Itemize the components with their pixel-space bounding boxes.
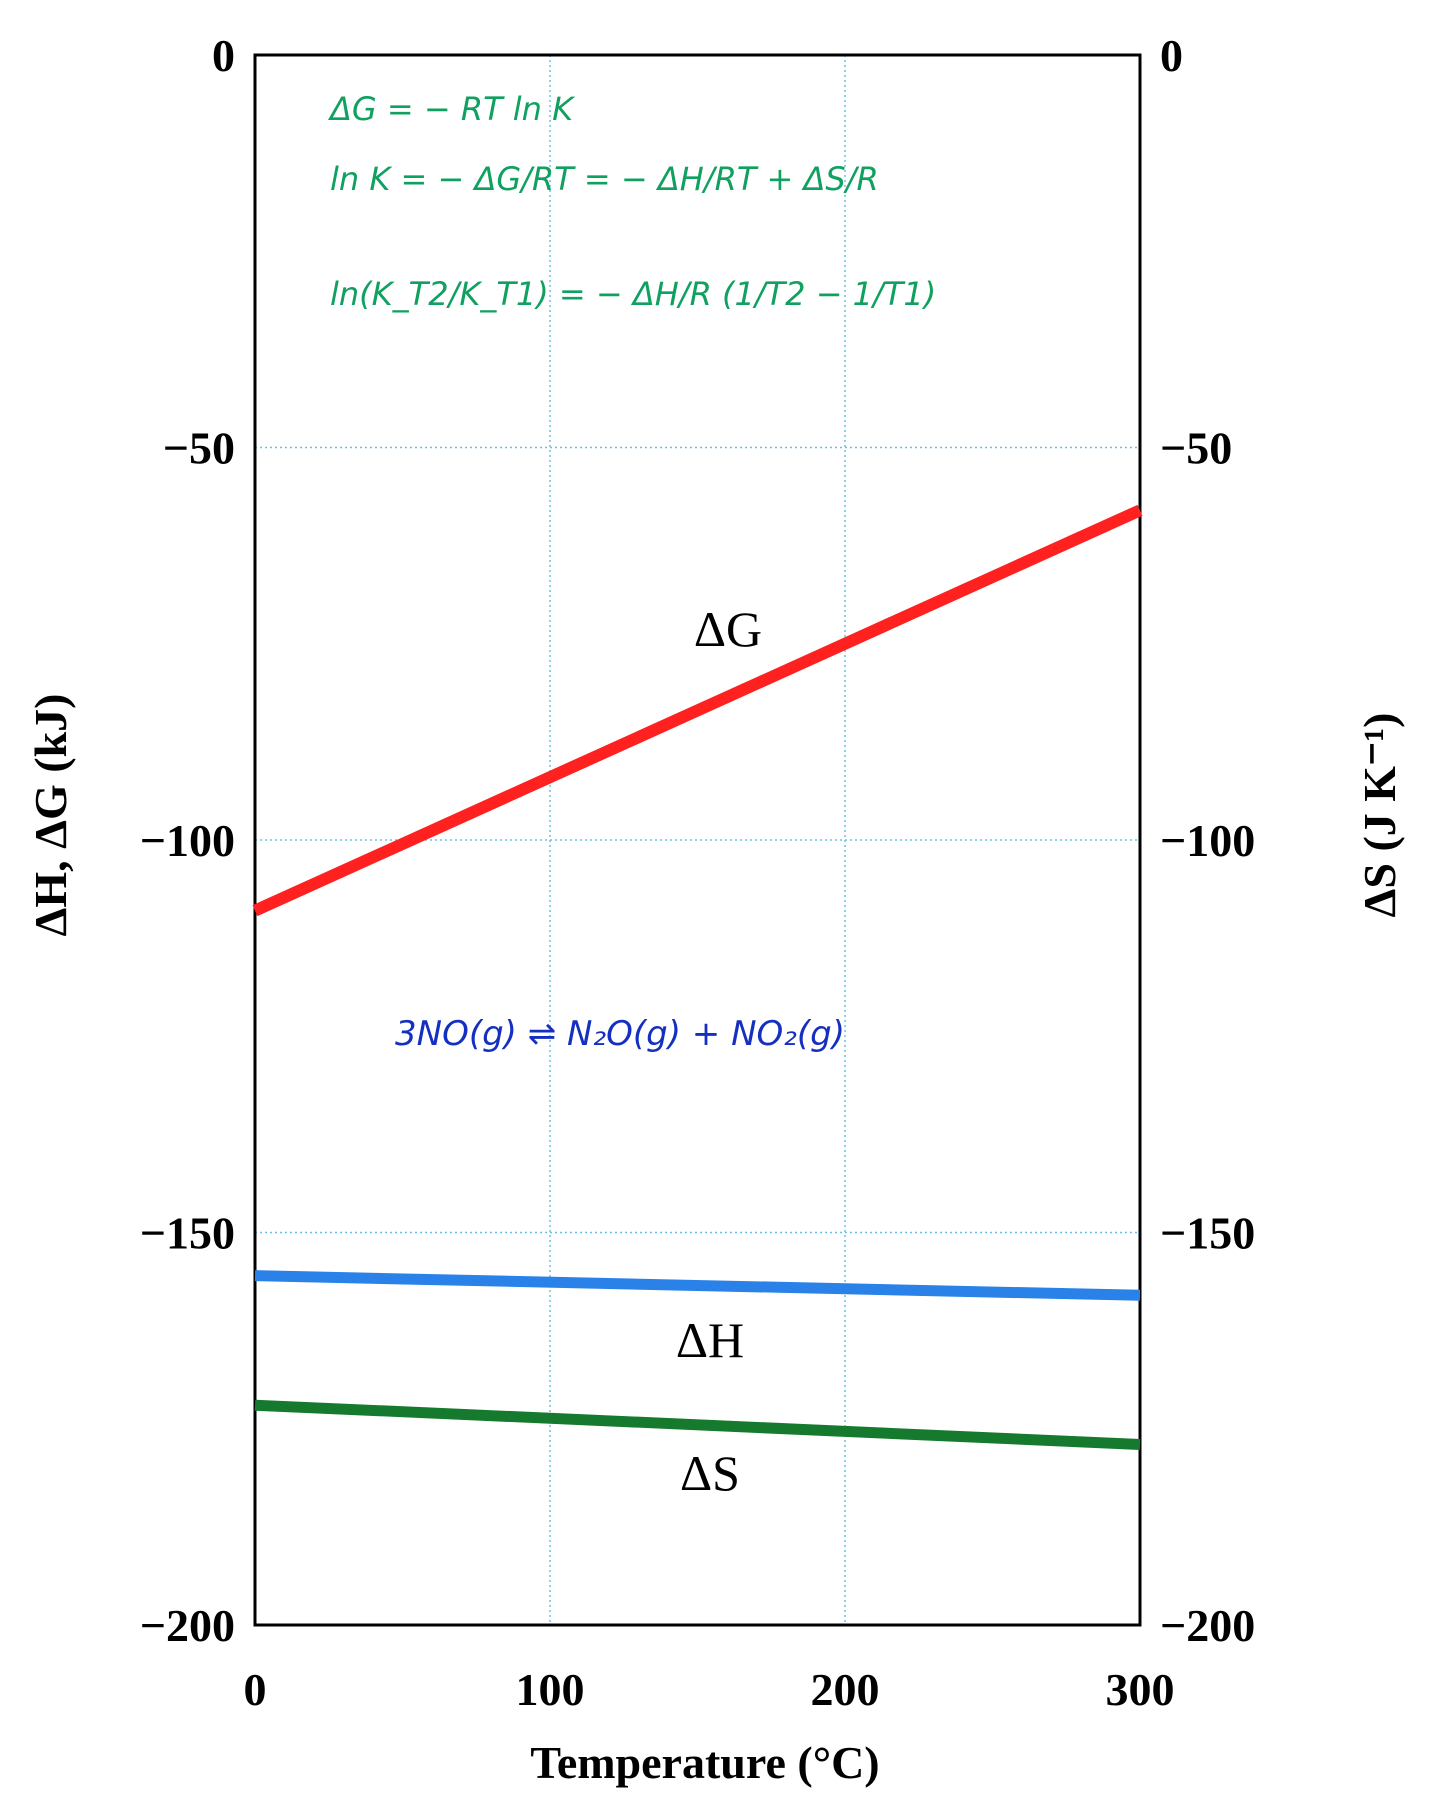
grid	[255, 55, 1140, 1625]
equation-1: ΔG = − RT ln K	[327, 90, 576, 128]
y-tick-label-right: −150	[1160, 1208, 1255, 1259]
x-axis-title: Temperature (°C)	[530, 1737, 879, 1788]
series-line-dg	[252, 504, 1143, 917]
y-tick-label-right: −200	[1160, 1600, 1255, 1651]
equation-3: ln(K_T2/K_T1) = − ΔH/R (1/T2 − 1/T1)	[330, 275, 936, 313]
equation-2: ln K = − ΔG/RT = − ΔH/RT + ΔS/R	[330, 160, 879, 198]
series-label-ds: ΔS	[680, 1445, 740, 1501]
series-layer	[252, 504, 1143, 1450]
x-tick-label: 0	[244, 1664, 267, 1715]
y-axis-title-right: ΔS (J K⁻¹)	[1354, 713, 1405, 918]
y-tick-label-left: −200	[140, 1600, 235, 1651]
y-tick-label-right: −50	[1160, 423, 1232, 474]
y-tick-label-left: −50	[163, 423, 235, 474]
plot-frame	[253, 53, 1142, 1627]
y-tick-label-right: −100	[1160, 815, 1255, 866]
y-tick-label-left: 0	[212, 30, 235, 81]
y-tick-label-left: −150	[140, 1208, 235, 1259]
tick-labels: 0 100 200 3000−50−100−150−2000−50−100−150−2…	[140, 30, 1255, 1715]
y-axis-title-left: ΔH, ΔG (kJ)	[25, 694, 76, 937]
series-line-ds	[254, 1399, 1141, 1450]
y-tick-label-right: 0	[1160, 30, 1183, 81]
reaction-label: 3NO(g) ⇌ N₂O(g) + NO₂(g)	[395, 1014, 845, 1054]
series-label-dh: ΔH	[676, 1312, 744, 1368]
x-tick-label: 200	[811, 1664, 880, 1715]
x-tick-label: 100	[516, 1664, 585, 1715]
x-tick-label: 300	[1106, 1664, 1175, 1715]
series-label-dg: ΔG	[694, 601, 762, 657]
y-tick-label-left: −100	[140, 815, 235, 866]
series-line-dh	[254, 1270, 1141, 1301]
